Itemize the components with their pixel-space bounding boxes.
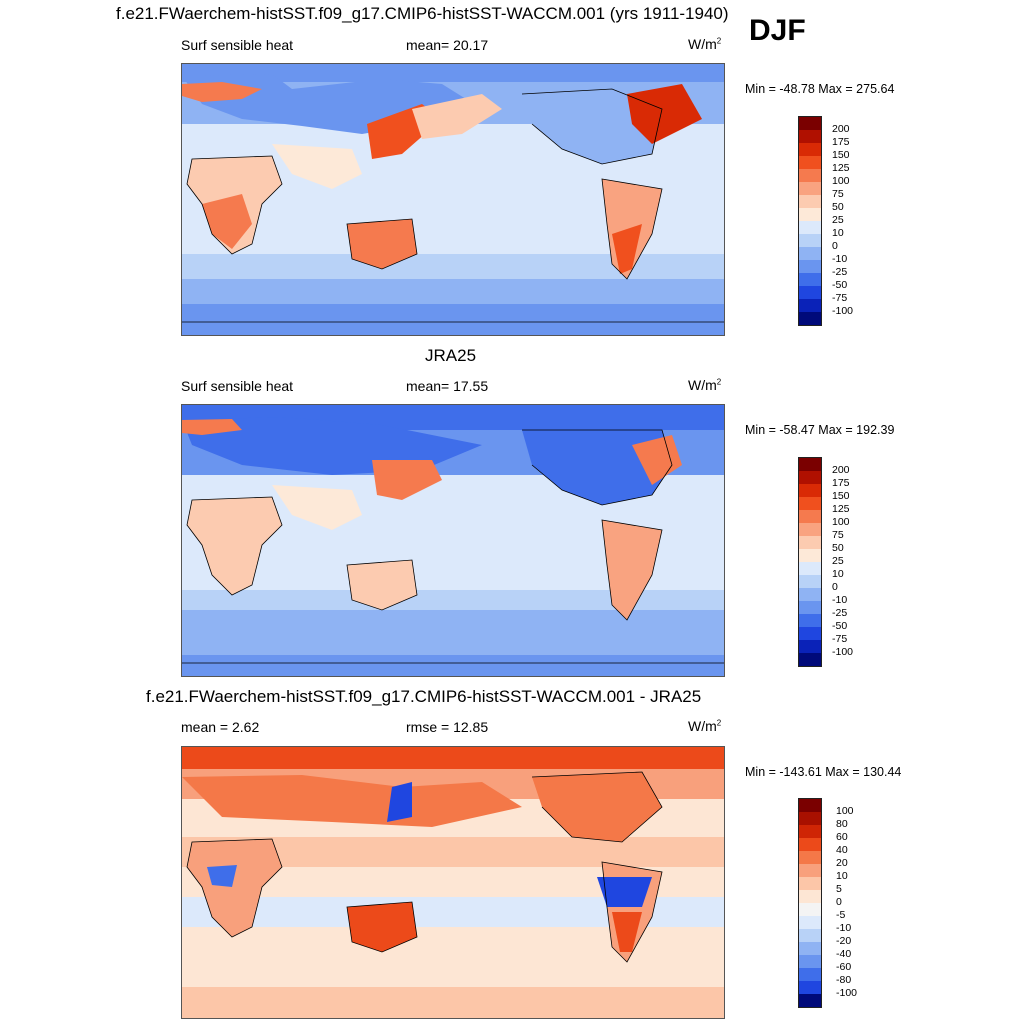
panel-2-title: JRA25 [425,346,477,365]
panel-3-minmax: Min = -143.61 Max = 130.44 [745,765,902,779]
panel-3-cb-label: -20 [836,935,852,947]
panel-1-variable-label: Surf sensible heat [181,37,294,53]
panel-3-cb-label: -5 [836,909,846,921]
panel-3-cb-label: -10 [836,922,852,934]
panel-1-cb-label: 200 [832,123,850,135]
panel-3-cb-label: 40 [836,844,848,856]
panel-2-variable-label: Surf sensible heat [181,378,294,394]
panel-1-cb-label: 75 [832,188,844,200]
panel-1-cb-label: -100 [832,305,854,317]
panel-2-cb-label: 50 [832,542,844,554]
panel-1-colorbar [798,116,822,326]
panel-2-cb-label: 150 [832,490,850,502]
panel-3-cb-label: 10 [836,870,848,882]
panel-1-cb-label: -10 [832,253,848,265]
panel-3-mean-label: mean = 2.62 [181,719,260,735]
panel-2-cb-label: 75 [832,529,844,541]
panel-1-cb-label: -75 [832,292,848,304]
panel-3-title: f.e21.FWaerchem-histSST.f09_g17.CMIP6-hi… [146,687,702,706]
panel-2-cb-label: 25 [832,555,844,567]
panel-3-cb-label: -100 [836,987,858,999]
panel-1-cb-label: 25 [832,214,844,226]
panel-3-cb-label: 5 [836,883,842,895]
panel-3-cb-label: 20 [836,857,848,869]
panel-1-cb-label: -50 [832,279,848,291]
panel-3-cb-label: 80 [836,818,848,830]
panel-1-mean-label: mean= 20.17 [406,37,489,53]
panel-3-rmse-label: rmse = 12.85 [406,719,489,735]
panel-3-map [181,746,725,1019]
panel-1-minmax: Min = -48.78 Max = 275.64 [745,82,895,96]
panel-1-units: W/m2 [688,36,722,52]
panel-3-units: W/m2 [688,718,722,734]
panel-2-mean-label: mean= 17.55 [406,378,489,394]
panel-2-map [181,404,725,677]
panel-2-cb-label: -10 [832,594,848,606]
panel-2-cb-label: 100 [832,516,850,528]
panel-3-cb-label: 60 [836,831,848,843]
panel-2-colorbar [798,457,822,667]
panel-2-cb-label: 200 [832,464,850,476]
season-label: DJF [749,14,806,47]
panel-2-cb-label: 175 [832,477,850,489]
panel-3-cb-label: 100 [836,805,854,817]
panel-2-units: W/m2 [688,377,722,393]
panel-2-minmax: Min = -58.47 Max = 192.39 [745,423,895,437]
panel-1-cb-label: 50 [832,201,844,213]
panel-2-cb-label: 10 [832,568,844,580]
panel-1-title: f.e21.FWaerchem-histSST.f09_g17.CMIP6-hi… [116,4,729,23]
panel-2-cb-label: 125 [832,503,850,515]
panel-2-cb-label: -75 [832,633,848,645]
panel-1-cb-label: 100 [832,175,850,187]
panel-1-cb-label: 10 [832,227,844,239]
panel-2-cb-label: 0 [832,581,838,593]
panel-3-cb-label: -60 [836,961,852,973]
panel-3-cb-label: -40 [836,948,852,960]
panel-1-cb-label: -25 [832,266,848,278]
panel-3-cb-label: -80 [836,974,852,986]
panel-1-map [181,63,725,336]
panel-2-cb-label: -50 [832,620,848,632]
panel-1-cb-label: 150 [832,149,850,161]
panel-3-cb-label: 0 [836,896,842,908]
panel-2-cb-label: -100 [832,646,854,658]
panel-1-cb-label: 175 [832,136,850,148]
panel-3-colorbar [798,798,822,1008]
panel-1-cb-label: 0 [832,240,838,252]
panel-1-cb-label: 125 [832,162,850,174]
panel-2-cb-label: -25 [832,607,848,619]
